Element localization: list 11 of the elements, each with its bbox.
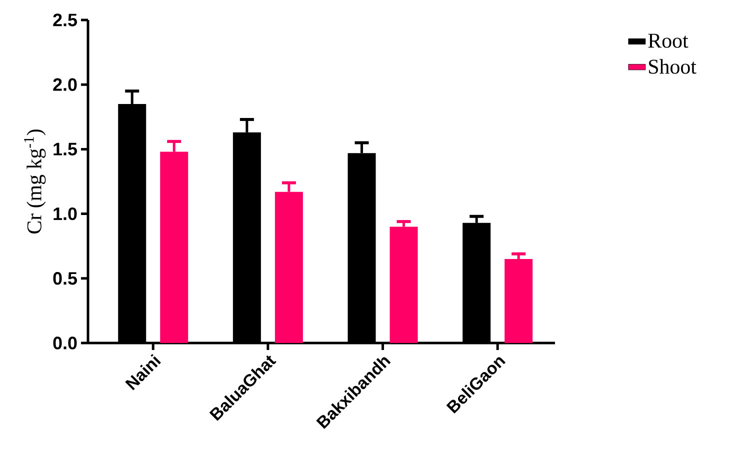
legend-label: Shoot xyxy=(649,59,696,74)
bar xyxy=(390,226,418,343)
y-tick-label: 0.5 xyxy=(53,272,77,285)
y-tick-label: 2.5 xyxy=(53,14,77,26)
y-tick-label: 0.0 xyxy=(53,336,77,350)
y-tick-label: 1.0 xyxy=(54,207,77,220)
y-tick-label: 1.5 xyxy=(54,142,77,156)
y-tick-label: 2.0 xyxy=(53,78,77,91)
y-axis-title: Cr (mg kg$^{-1}$) xyxy=(24,130,46,234)
bar xyxy=(504,259,533,343)
legend-label: Root xyxy=(648,34,688,48)
